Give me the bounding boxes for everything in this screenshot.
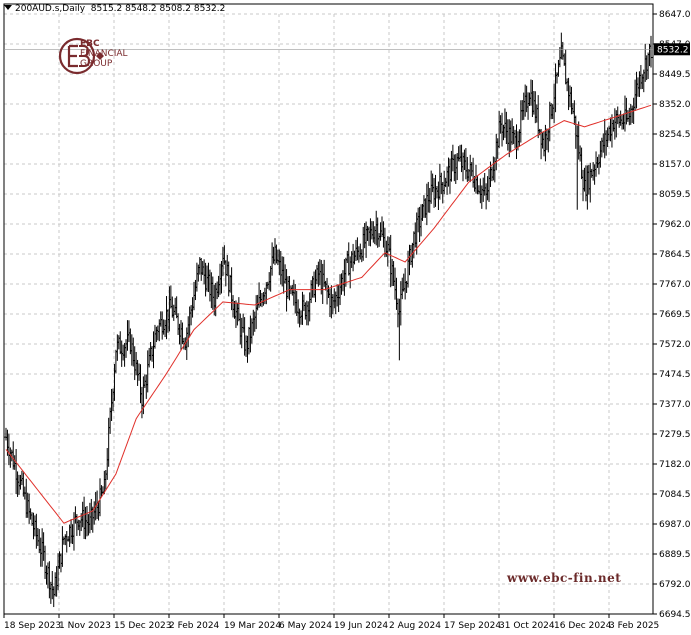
y-tick-label: 7864.5 <box>659 250 691 260</box>
plot-border <box>3 3 654 615</box>
grid-lines <box>3 13 653 615</box>
brand-line-1: EBC <box>80 39 100 49</box>
dropdown-triangle-icon[interactable] <box>4 5 12 10</box>
y-tick-label: 6792.0 <box>659 580 691 590</box>
x-tick-label: 2 Feb 2024 <box>169 621 220 631</box>
x-tick-label: 2 Aug 2024 <box>389 621 441 631</box>
plot-frame <box>3 3 654 615</box>
ma-path <box>5 104 652 524</box>
watermark-url: www.ebc-fin.net <box>507 571 622 585</box>
y-tick-label: 7572.0 <box>659 340 691 350</box>
y-tick-label: 8647.0 <box>659 10 691 20</box>
y-tick-label: 6694.5 <box>659 610 691 620</box>
y-tick-label: 8449.5 <box>659 70 691 80</box>
x-tick-label: 1 Nov 2023 <box>59 621 111 631</box>
y-tick-label: 7084.5 <box>659 490 691 500</box>
y-tick-label: 8254.5 <box>659 130 691 140</box>
x-tick-label: 31 Oct 2024 <box>499 621 555 631</box>
price-axis: 8647.08547.08449.58352.08254.58157.08059… <box>653 10 691 620</box>
x-tick-label: 19 Mar 2024 <box>224 621 281 631</box>
ebc-logo-icon <box>58 37 104 75</box>
x-tick-label: 18 Sep 2023 <box>4 621 61 631</box>
symbol-label: 200AUD.s,Daily <box>15 4 86 14</box>
y-tick-label: 7474.5 <box>659 370 691 380</box>
y-tick-label: 7377.0 <box>659 400 691 410</box>
last-price-box <box>654 43 690 56</box>
y-tick-label: 7279.5 <box>659 430 691 440</box>
y-tick-label: 7182.0 <box>659 460 691 470</box>
x-tick-label: 3 Feb 2025 <box>609 621 659 631</box>
y-tick-label: 6889.5 <box>659 550 691 560</box>
x-tick-label: 19 Jun 2024 <box>334 621 388 631</box>
ohlc-bars <box>4 32 653 608</box>
y-tick-label: 8352.0 <box>659 100 691 110</box>
x-tick-label: 6 May 2024 <box>279 621 332 631</box>
y-tick-label: 7669.5 <box>659 310 691 320</box>
y-tick-label: 8157.0 <box>659 160 691 170</box>
y-tick-label: 7962.0 <box>659 220 691 230</box>
x-tick-label: 17 Sep 2024 <box>444 621 501 631</box>
brand-text: EBC FINANCIAL GROUP <box>80 39 128 69</box>
brand-line-3: GROUP <box>80 59 113 69</box>
chart-header[interactable]: 200AUD.s,Daily 8515.2 8548.2 8508.2 8532… <box>4 4 225 14</box>
last-price-label: 8532.2 <box>657 45 689 55</box>
x-tick-label: 16 Dec 2024 <box>554 621 612 631</box>
moving-average-line <box>5 104 652 524</box>
last-price-tag: 8532.2 <box>4 43 690 56</box>
x-tick-label: 15 Dec 2023 <box>114 621 172 631</box>
ohlc-values: 8515.2 8548.2 8508.2 8532.2 <box>90 4 226 14</box>
y-tick-label: 6987.0 <box>659 520 691 530</box>
y-tick-label: 7767.0 <box>659 280 691 290</box>
y-tick-label: 8059.5 <box>659 190 691 200</box>
brand-line-2: FINANCIAL <box>80 49 128 59</box>
